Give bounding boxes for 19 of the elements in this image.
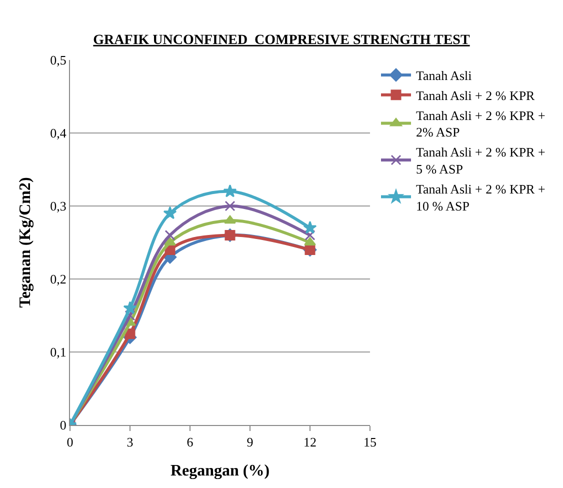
legend-label: Tanah Asli + 2 % KPR + 2% ASP (416, 108, 546, 140)
x-tick-label: 6 (186, 434, 194, 450)
y-axis-title: Teganan (Kg/Cm2) (17, 177, 34, 308)
y-tick-label: 0 (60, 418, 66, 433)
chart-title: GRAFIK UNCONFINED COMPRESIVE STRENGTH TEST (93, 32, 470, 48)
legend-label: Tanah Asli + 2 % KPR + 10 % ASP (416, 181, 546, 214)
x-tick-label: 3 (126, 434, 134, 450)
x-tick-label: 9 (246, 434, 254, 450)
y-tick-label: 0,3 (50, 198, 66, 214)
x-tick-label: 15 (364, 434, 376, 450)
y-tick-label: 0,4 (50, 126, 67, 141)
legend-label: Tanah Asli + 2 % KPR (416, 88, 536, 103)
y-tick-label: 0,5 (50, 52, 66, 68)
y-tick-label: 0,2 (50, 272, 66, 287)
legend-label: Tanah Asli + 2 % KPR + 5 % ASP (416, 144, 546, 177)
y-tick-label: 0,1 (50, 344, 66, 360)
x-axis-title: Regangan (%) (170, 462, 270, 480)
legend-label: Tanah Asli (416, 68, 472, 84)
x-tick-label: 12 (304, 434, 316, 450)
